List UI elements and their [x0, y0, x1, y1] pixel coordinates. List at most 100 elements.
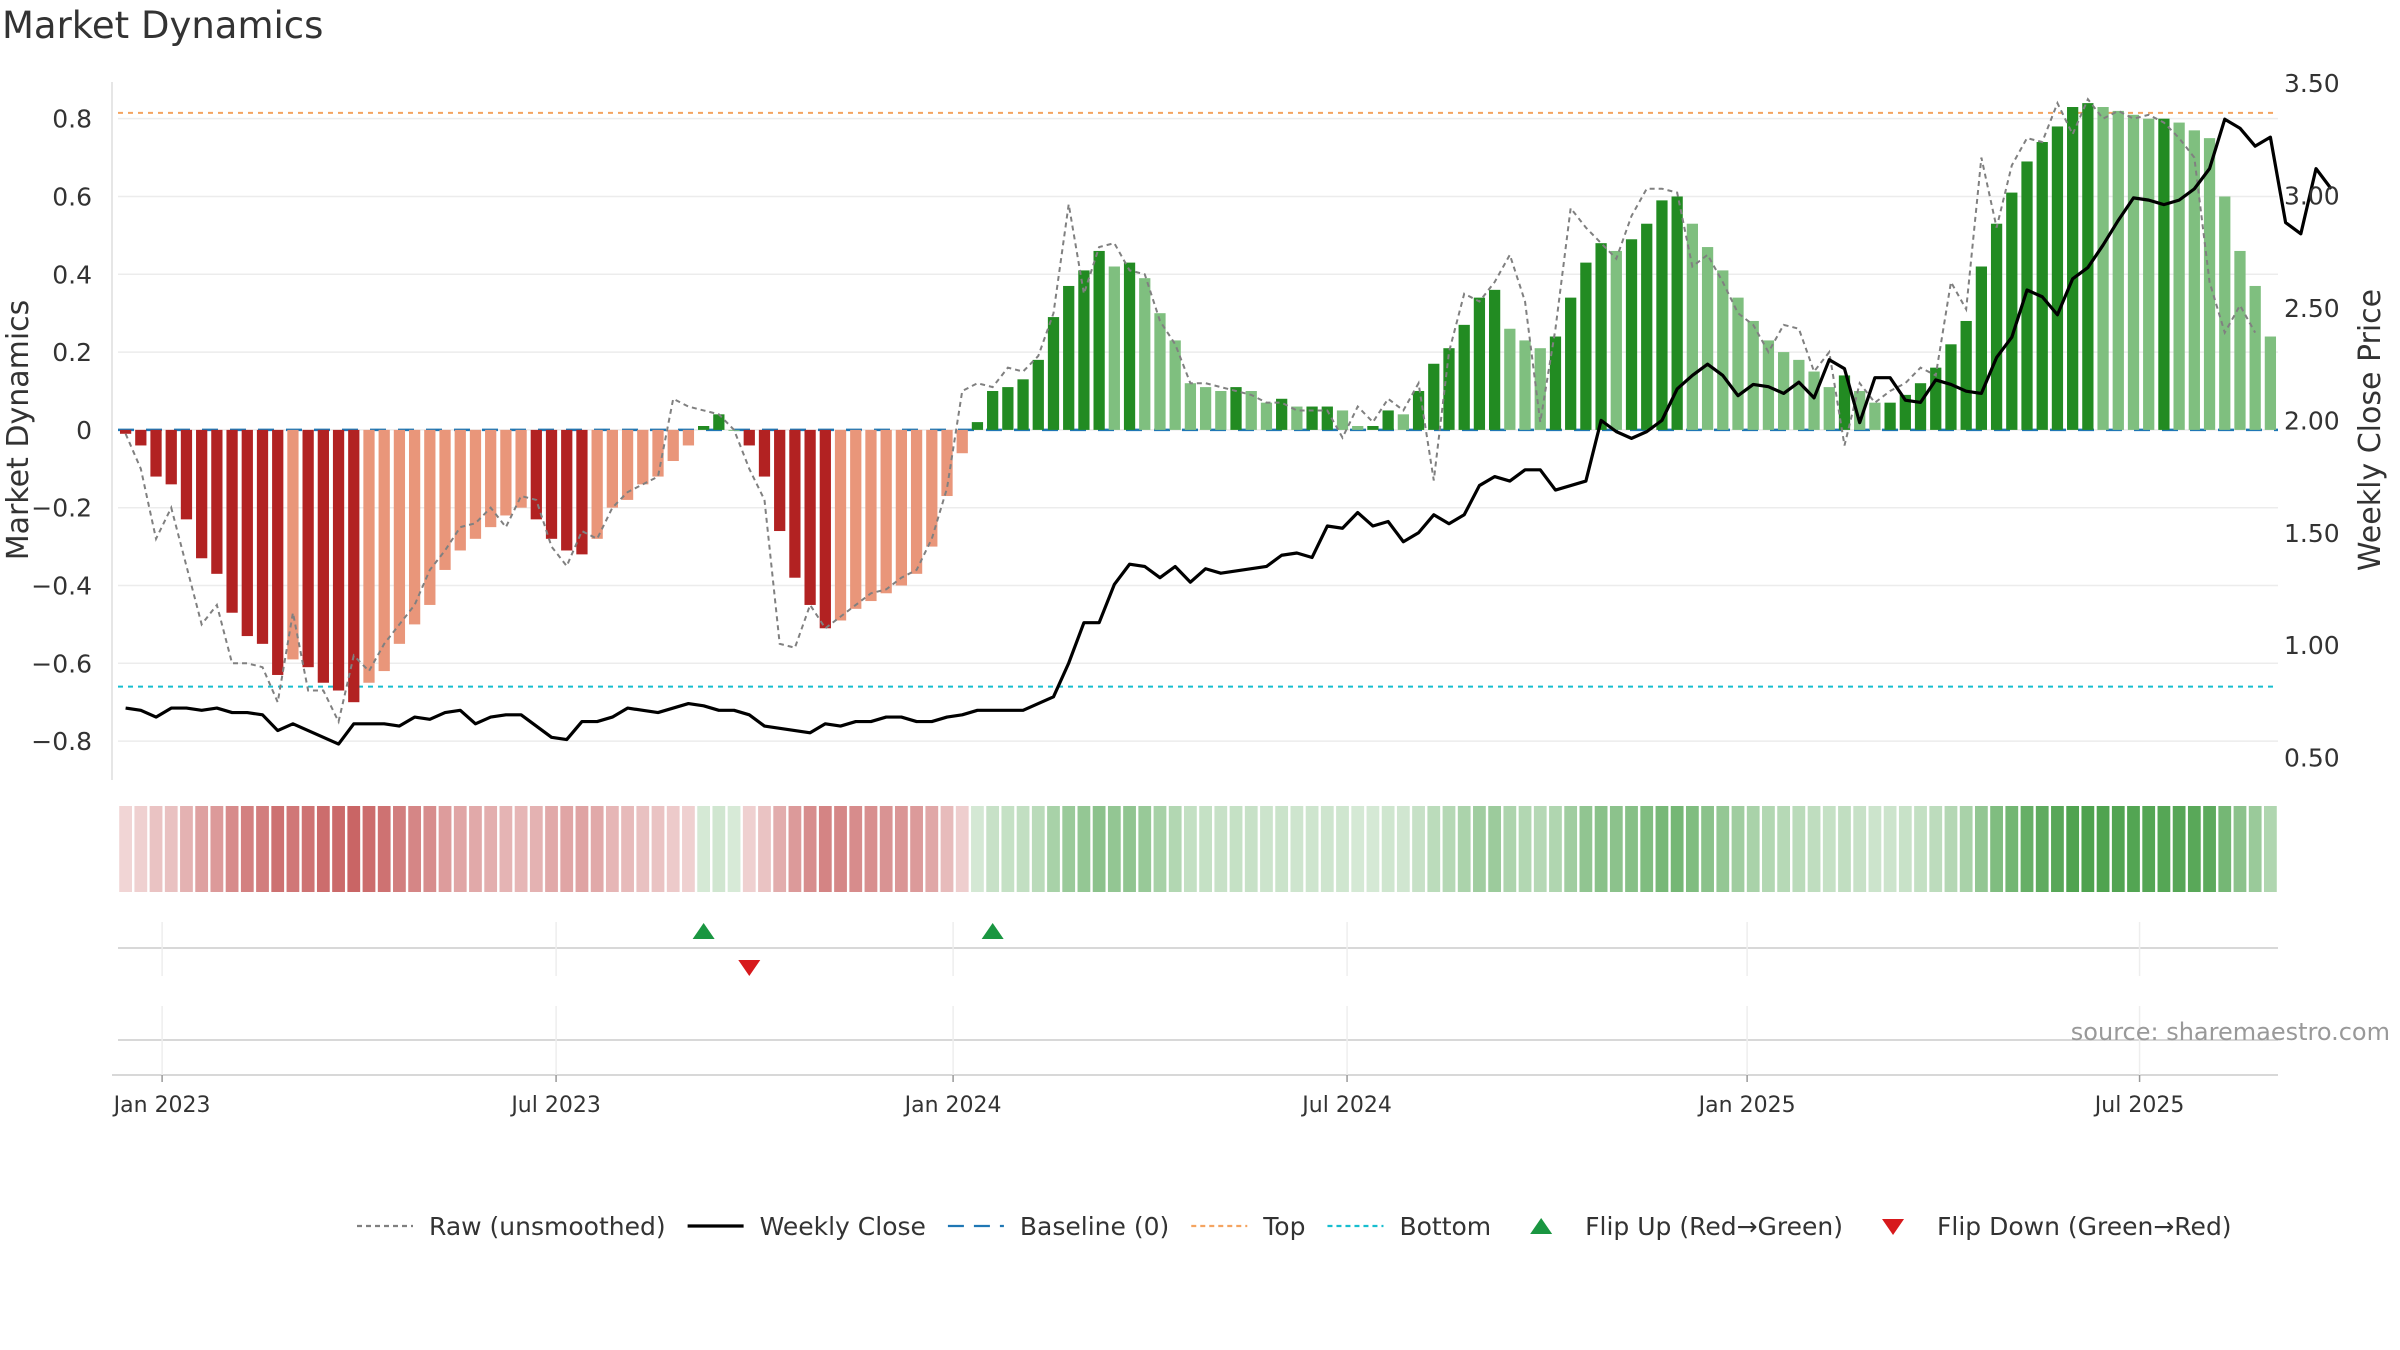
strip-cell: [2096, 806, 2110, 892]
strip-cell: [1655, 806, 1669, 892]
strip-cell: [1047, 806, 1060, 892]
x-tick-label: Jan 2025: [1697, 1093, 1796, 1118]
dynamics-bar: [530, 429, 542, 520]
dynamics-bar: [1549, 336, 1562, 430]
legend-item: Flip Up (Red→Green): [1530, 1212, 1843, 1241]
dynamics-bar: [332, 429, 345, 691]
dynamics-bar: [2097, 107, 2109, 430]
dynamics-bar: [1382, 410, 1394, 430]
dynamics-bar: [2067, 107, 2079, 430]
dynamics-bar: [1306, 406, 1318, 430]
dynamics-bar: [1975, 266, 1988, 430]
dynamics-bar: [1123, 262, 1136, 430]
strip-cell: [149, 806, 163, 892]
strip-cell: [1685, 806, 1699, 892]
strip-cell: [1670, 806, 1684, 892]
source-text: source: sharemaestro.com: [2070, 1018, 2390, 1046]
dynamics-bar: [819, 429, 831, 629]
strip-cell: [1929, 806, 1943, 892]
strip-cell: [362, 806, 376, 892]
dynamics-bar: [2112, 110, 2124, 430]
strip-cell: [1564, 806, 1578, 892]
dynamics-bar: [895, 429, 908, 586]
dynamics-bar: [2249, 285, 2261, 430]
legend-item: Flip Down (Green→Red): [1882, 1212, 2232, 1241]
strip-cell: [894, 806, 908, 892]
x-axis: Jan 2023 Jul 2023 Jan 2024 Jul 2024 Jan 2025…: [112, 922, 2278, 1118]
y-axis-label: Market Dynamics: [1, 300, 36, 561]
x-tick-label: Jan 2024: [903, 1093, 1002, 1118]
dynamics-bar: [637, 429, 649, 485]
legend-item: Top: [1191, 1212, 1305, 1241]
strip-cell: [955, 806, 969, 892]
dynamics-bar: [1245, 390, 1257, 430]
strip-cell: [910, 806, 923, 892]
y-tick-label: −0.6: [31, 649, 92, 678]
strip-cell: [529, 806, 543, 892]
legend-label: Flip Up (Red→Green): [1585, 1212, 1843, 1241]
dynamics-bar: [348, 429, 360, 703]
dynamics-bar: [1291, 406, 1303, 430]
dynamics-bar: [2158, 118, 2170, 430]
strip-cell: [1716, 806, 1730, 892]
strip-cell: [1944, 806, 1958, 892]
legend-label: Baseline (0): [1020, 1212, 1169, 1241]
strip-cell: [697, 806, 711, 892]
strip-cell: [636, 806, 650, 892]
dynamics-bar: [774, 429, 786, 532]
strip-cell: [1746, 806, 1760, 892]
strip-cell: [2172, 806, 2186, 892]
strip-cell: [712, 806, 726, 892]
y2-tick-label: 2.00: [2284, 406, 2340, 435]
strip-cell: [605, 806, 619, 892]
dynamics-bar: [667, 429, 679, 462]
y2-axis-label: Weekly Close Price: [2353, 289, 2388, 571]
strip-cell: [1807, 806, 1821, 892]
dynamics-bar: [1565, 297, 1577, 430]
strip-cell: [1062, 806, 1076, 892]
dynamics-bar: [1960, 320, 1972, 430]
y2-tick-label: 2.50: [2284, 294, 2340, 323]
strip-cell: [1777, 806, 1791, 892]
strip-cell: [1123, 806, 1136, 892]
strip-cell: [1184, 806, 1197, 892]
dynamics-bar: [363, 429, 375, 683]
strip-cell: [1898, 806, 1912, 892]
dynamics-bar: [485, 429, 497, 528]
strip-cell: [1138, 806, 1152, 892]
flip-down-marker: [738, 960, 761, 976]
y-tick-label: 0.8: [52, 105, 92, 134]
strip-cell: [301, 806, 315, 892]
strip-cell: [195, 806, 209, 892]
dynamics-bar: [317, 429, 329, 683]
flip-markers: [118, 923, 2278, 976]
strip-cell: [666, 806, 680, 892]
dynamics-bar: [1488, 289, 1501, 430]
strip-cell: [2051, 806, 2064, 892]
legend-item: Raw (unsmoothed): [357, 1212, 666, 1241]
dynamics-bar: [408, 429, 421, 625]
dynamics-bar: [2203, 138, 2216, 430]
dynamics-bar: [226, 429, 238, 613]
strip-cell: [1107, 806, 1121, 892]
strip-cell: [2020, 806, 2034, 892]
dynamics-bar: [1732, 297, 1744, 430]
dynamics-bar: [439, 429, 451, 570]
strip-cell: [1001, 806, 1015, 892]
strip-cell: [1351, 806, 1365, 892]
strip-cell: [758, 806, 771, 892]
strip-cell: [347, 806, 361, 892]
strip-cell: [1457, 806, 1471, 892]
dynamics-bar: [1139, 278, 1151, 430]
dynamics-bar: [1078, 270, 1090, 430]
dynamics-bar: [1595, 243, 1607, 430]
strip-cell: [940, 806, 954, 892]
dynamics-bar: [1610, 250, 1622, 430]
strip-cell: [1244, 806, 1258, 892]
dynamics-bar: [1458, 324, 1470, 430]
strip-cell: [1914, 806, 1927, 892]
dynamics-bar: [180, 429, 193, 520]
dynamics-bar: [728, 429, 740, 431]
dynamics-bar: [1823, 387, 1835, 430]
dynamics-bar: [971, 422, 984, 430]
